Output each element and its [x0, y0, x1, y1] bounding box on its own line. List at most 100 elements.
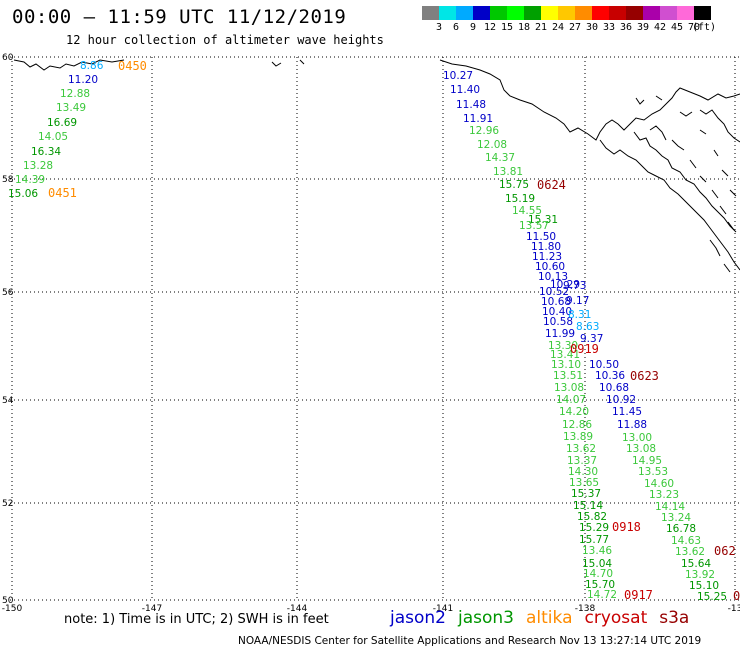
color-swatch: [575, 6, 592, 20]
time-label: 0: [733, 589, 740, 603]
wave-height-label: 15.29: [579, 522, 609, 534]
lon-label: -138: [575, 604, 596, 614]
color-swatch: [694, 6, 711, 20]
color-swatch: [677, 6, 694, 20]
wave-height-label: 9.37: [580, 333, 603, 345]
time-label: 0451: [48, 186, 77, 200]
wave-height-label: 15.75: [499, 179, 529, 191]
wave-height-label: 15.31: [528, 214, 558, 226]
wave-height-label: 9.73: [563, 280, 586, 292]
wave-height-label: 15.19: [505, 193, 535, 205]
wave-height-label: 14.37: [485, 152, 515, 164]
wave-height-label: 11.91: [463, 113, 493, 125]
wave-height-label: 14.07: [556, 394, 586, 406]
wave-height-label: 13.49: [56, 102, 86, 114]
footer-note: note: 1) Time is in UTC; 2) SWH is in fe…: [64, 612, 329, 627]
color-swatch: [473, 6, 490, 20]
wave-height-label: 15.70: [585, 579, 615, 591]
color-scale-label: 15: [500, 22, 514, 33]
time-label: 0919: [570, 342, 599, 356]
wave-height-label: 10.92: [606, 394, 636, 406]
wave-height-label: 12.96: [469, 125, 499, 137]
time-label: 0918: [612, 520, 641, 534]
wave-height-label: 15.64: [681, 558, 711, 570]
wave-height-label: 10.52: [539, 286, 569, 298]
wave-height-label: 13.08: [554, 382, 584, 394]
wave-height-label: 14.39: [15, 174, 45, 186]
wave-height-label: 11.80: [531, 241, 561, 253]
wave-height-label: 10.36: [595, 370, 625, 382]
lon-label: -147: [142, 604, 162, 614]
wave-height-label: 10.50: [589, 359, 619, 371]
wave-height-label: 13.51: [553, 370, 583, 382]
wave-height-label: 16.34: [31, 146, 61, 158]
wave-height-label: 13.41: [550, 349, 580, 361]
lon-label: -13: [728, 604, 740, 614]
color-swatch: [490, 6, 507, 20]
color-scale-label: 6: [452, 22, 460, 33]
wave-height-label: 11.40: [450, 84, 480, 96]
wave-height-label: 13.23: [649, 489, 679, 501]
wave-height-label: 10.60: [535, 261, 565, 273]
wave-height-label: 11.45: [612, 406, 642, 418]
wave-height-label: 15.14: [573, 500, 603, 512]
lat-label: 50: [2, 596, 14, 606]
alaska-coastline: [13, 59, 740, 273]
wave-height-label: 14.30: [568, 466, 598, 478]
wave-height-label: 12.86: [562, 419, 592, 431]
time-label: 0917: [624, 588, 653, 602]
wave-height-label: 15.25: [697, 591, 727, 603]
lat-label: 52: [2, 499, 13, 509]
color-scale-label: 45: [670, 22, 684, 33]
color-swatch: [558, 6, 575, 20]
wave-height-label: 14.72: [587, 589, 617, 601]
wave-height-label: 8.31: [568, 309, 591, 321]
color-scale-label: 42: [653, 22, 667, 33]
color-swatch: [660, 6, 677, 20]
wave-height-label: 13.00: [622, 432, 652, 444]
wave-height-label: 10.58: [543, 316, 573, 328]
lat-label: 60: [2, 53, 14, 63]
wave-height-label: 13.30: [548, 340, 578, 352]
wave-height-label: 13.37: [567, 455, 597, 467]
wave-height-label: 15.77: [579, 534, 609, 546]
lat-label: 58: [2, 175, 14, 185]
wave-height-label: 11.88: [617, 419, 647, 431]
color-scale-labels: 3 6 9 12 15 18 21 24 27 30 33 36 39 42 45 70 (ft): [422, 22, 740, 34]
wave-height-label: 16.78: [666, 523, 696, 535]
color-scale-label: 12: [483, 22, 497, 33]
wave-height-label: 10.27: [443, 70, 473, 82]
color-scale-label: 36: [619, 22, 633, 33]
wave-height-label: 14.20: [559, 406, 589, 418]
wave-height-label: 11.50: [526, 231, 556, 243]
wave-height-label: 10.40: [542, 306, 572, 318]
color-swatch: [592, 6, 609, 20]
legend-jason2: jason2: [390, 608, 446, 628]
wave-height-label: 15.37: [571, 488, 601, 500]
wave-height-label: 13.46: [582, 545, 612, 557]
wave-height-label: 13.62: [566, 443, 596, 455]
wave-height-label: 12.08: [477, 139, 507, 151]
color-scale-label: 24: [551, 22, 565, 33]
lon-label: -144: [287, 604, 308, 614]
color-scale-label: 30: [585, 22, 599, 33]
axis-labels: 60 58 56 54 52 50-150 -147 -144 -141 -138 -13: [2, 53, 740, 614]
wave-height-label: 11.23: [532, 251, 562, 263]
time-label: 062: [714, 544, 736, 558]
legend-s3a: s3a: [659, 608, 690, 628]
wave-height-label: 13.24: [661, 512, 691, 524]
color-swatch: [456, 6, 473, 20]
color-swatch: [507, 6, 524, 20]
color-scale-label: 9: [469, 22, 477, 33]
color-swatch: [422, 6, 439, 20]
wave-height-label: 13.57: [519, 220, 549, 232]
wave-height-label: 13.92: [685, 569, 715, 581]
time-label: 0450: [118, 59, 147, 73]
color-scale-label: 33: [602, 22, 616, 33]
wave-height-label: 14.05: [38, 131, 68, 143]
color-swatch: [541, 6, 558, 20]
satellite-legend: jason2 jason3 altika cryosat s3a: [390, 608, 701, 628]
wave-height-label: 13.28: [23, 160, 53, 172]
color-scale-label: (ft): [691, 22, 717, 33]
lon-label: -150: [2, 604, 23, 614]
